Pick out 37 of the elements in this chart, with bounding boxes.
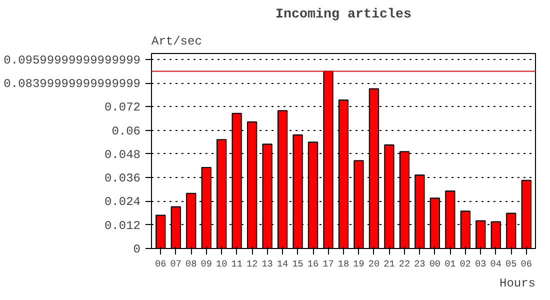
x-tick-label: 05 [506,258,517,270]
x-tick-label: 10 [216,258,228,270]
x-tick-label: 08 [186,258,197,270]
y-axis-title: Art/sec [152,34,202,48]
x-tick-label: 07 [170,258,182,270]
x-tick-label: 14 [276,258,289,270]
x-tick-label: 21 [384,258,396,270]
x-tick-label: 11 [231,258,243,270]
x-tick-label: 06 [520,258,532,270]
y-tick-label: 0 [133,242,140,256]
y-tick-label: 0.024 [104,195,141,210]
x-tick-label: 23 [414,258,426,270]
x-tick-label: 00 [429,258,441,270]
x-tick-label: 04 [490,258,502,270]
chart-title: Incoming articles [276,8,412,22]
y-tick-label: 0.08399999999999999 [4,77,141,92]
x-tick-label: 12 [246,258,258,270]
y-tick-label: 0.036 [104,172,141,186]
x-tick-label: 15 [292,258,304,270]
x-tick-label: 02 [460,258,472,270]
x-tick-label: 01 [444,258,456,270]
y-tick-label: 0.012 [104,218,141,233]
x-tick-label: 06 [155,258,166,270]
y-tick-label: 0.09599999999999999 [4,53,141,68]
x-tick-label: 03 [475,258,486,270]
x-tick-label: 20 [368,258,380,270]
x-tick-label: 19 [353,258,364,270]
x-tick-label: 17 [322,258,334,270]
x-tick-label: 09 [200,258,212,270]
y-tick-label: 0.048 [104,148,141,162]
y-tick-label: 0.072 [104,100,141,115]
x-tick-label: 13 [262,258,273,270]
x-tick-label: 18 [338,258,350,270]
y-tick-label: 0.06 [112,124,141,138]
x-tick-label: 22 [398,258,410,270]
x-axis-title: Hours [499,276,536,290]
x-tick-label: 16 [307,258,319,270]
